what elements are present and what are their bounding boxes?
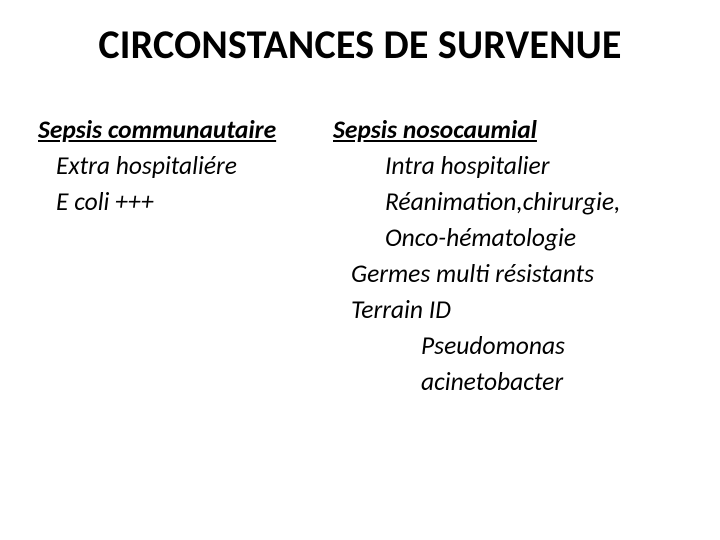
right-item: Réanimation,chirurgie, bbox=[333, 184, 688, 220]
left-heading: Sepsis communautaire bbox=[38, 112, 276, 148]
right-item: Germes multi résistants bbox=[333, 256, 688, 292]
right-item: Pseudomonas bbox=[333, 328, 688, 364]
content-columns: Sepsis communautaire Extra hospitaliére … bbox=[38, 112, 688, 400]
right-heading: Sepsis nosocaumial bbox=[333, 112, 537, 148]
left-item: Extra hospitaliére bbox=[38, 148, 333, 184]
slide-title: CIRCONSTANCES DE SURVENUE bbox=[0, 20, 720, 69]
right-item: acinetobacter bbox=[333, 364, 688, 400]
right-item: Onco-hématologie bbox=[333, 220, 688, 256]
left-item: E coli +++ bbox=[38, 184, 333, 220]
right-item: Intra hospitalier bbox=[333, 148, 688, 184]
left-column: Sepsis communautaire Extra hospitaliére … bbox=[38, 112, 333, 400]
right-column: Sepsis nosocaumial Intra hospitalier Réa… bbox=[333, 112, 688, 400]
right-item: Terrain ID bbox=[333, 292, 688, 328]
left-heading-line: Sepsis communautaire bbox=[38, 112, 333, 148]
right-heading-line: Sepsis nosocaumial bbox=[333, 112, 688, 148]
slide: CIRCONSTANCES DE SURVENUE Sepsis communa… bbox=[0, 0, 720, 540]
